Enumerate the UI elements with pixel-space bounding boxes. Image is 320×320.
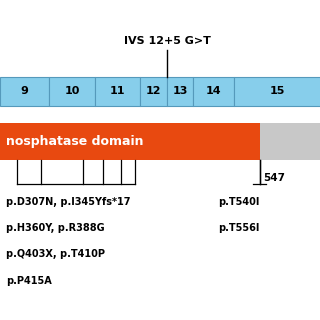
Text: 547: 547 — [263, 173, 285, 183]
Text: 13: 13 — [173, 86, 188, 96]
Text: IVS 12+5 G>T: IVS 12+5 G>T — [124, 36, 211, 46]
Bar — [234, 77, 320, 106]
Bar — [194, 77, 234, 106]
Text: 12: 12 — [146, 86, 161, 96]
Bar — [50, 77, 94, 106]
Text: p.D307N, p.I345Yfs*17: p.D307N, p.I345Yfs*17 — [6, 197, 130, 207]
Bar — [0, 123, 260, 160]
Bar — [167, 77, 194, 106]
Text: 9: 9 — [21, 86, 29, 96]
Text: 14: 14 — [206, 86, 222, 96]
Text: 10: 10 — [64, 86, 80, 96]
Text: p.H360Y, p.R388G: p.H360Y, p.R388G — [6, 223, 104, 233]
Text: 11: 11 — [109, 86, 125, 96]
Bar — [260, 123, 320, 160]
Text: p.T540I: p.T540I — [218, 197, 260, 207]
Text: p.T556I: p.T556I — [218, 223, 260, 233]
Text: p.P415A: p.P415A — [6, 276, 52, 285]
Text: p.Q403X, p.T410P: p.Q403X, p.T410P — [6, 249, 105, 259]
Bar — [140, 77, 167, 106]
Bar — [0, 77, 50, 106]
Text: nosphatase domain: nosphatase domain — [6, 135, 143, 148]
Text: 15: 15 — [270, 86, 285, 96]
Bar — [94, 77, 140, 106]
